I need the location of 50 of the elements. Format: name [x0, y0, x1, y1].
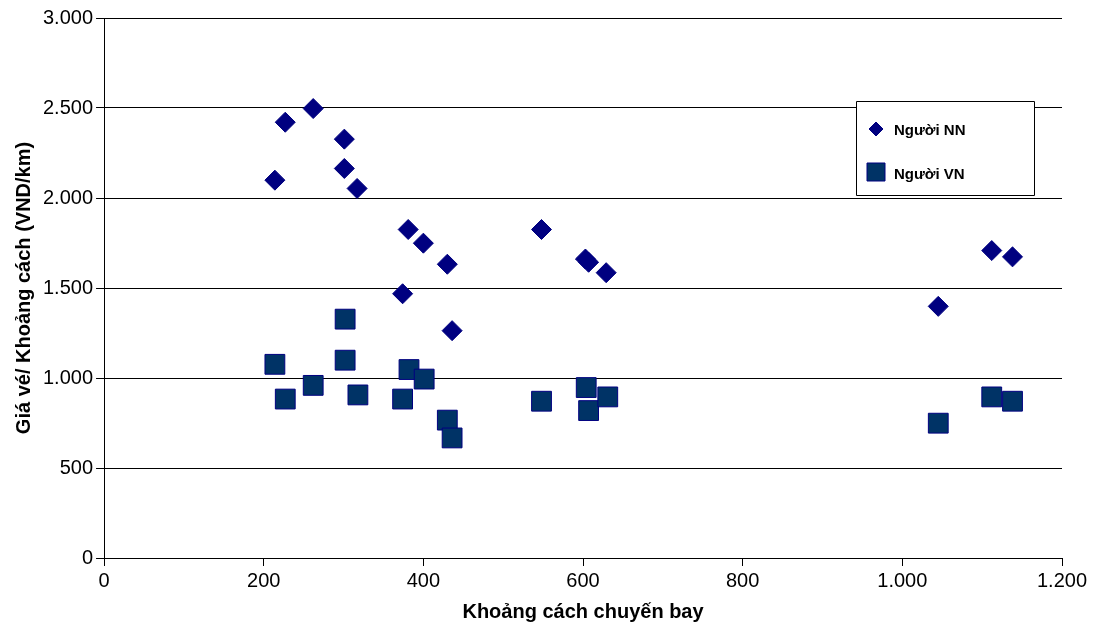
- legend-label: Người NN: [894, 121, 966, 139]
- point: [302, 98, 324, 120]
- point: [347, 384, 369, 406]
- point: [392, 283, 414, 305]
- point: [597, 386, 619, 408]
- point: [441, 320, 463, 342]
- x-axis-title: Khoảng cách chuyến bay: [462, 599, 705, 622]
- point: [334, 308, 356, 330]
- point: [274, 388, 296, 410]
- point: [302, 374, 324, 396]
- x-tick-label: 200: [247, 568, 281, 591]
- point: [531, 390, 552, 412]
- point: [264, 169, 286, 191]
- point: [578, 400, 600, 421]
- point: [436, 253, 458, 275]
- point: [531, 219, 553, 240]
- y-tick-label: 0: [81, 545, 94, 568]
- point: [333, 128, 355, 150]
- point: [575, 377, 597, 398]
- point: [927, 295, 949, 317]
- y-tick-label: 500: [59, 455, 94, 478]
- point: [1002, 246, 1024, 268]
- point: [397, 219, 419, 240]
- point: [274, 111, 296, 133]
- x-tick-label: 1.000: [877, 568, 928, 591]
- point: [412, 232, 434, 254]
- legend-label: Người VN: [894, 165, 965, 183]
- point: [413, 368, 435, 390]
- point: [264, 353, 286, 375]
- point: [981, 386, 1003, 408]
- y-tick-label: 1.500: [42, 275, 94, 298]
- y-tick-label: 3.000: [42, 5, 94, 28]
- point: [595, 262, 617, 284]
- point: [981, 240, 1003, 262]
- x-tick-label: 600: [566, 568, 600, 591]
- point: [392, 388, 414, 410]
- point: [1002, 390, 1023, 412]
- point: [334, 349, 356, 371]
- y-tick-label: 2.500: [42, 95, 94, 118]
- y-tick-label: 2.000: [42, 185, 94, 208]
- y-axis-title: Giá vé/ Khoảng cách (VND/km): [11, 141, 34, 435]
- point: [441, 427, 463, 449]
- point: [346, 177, 368, 199]
- x-tick-label: 1.200: [1036, 568, 1088, 591]
- x-tick-label: 800: [726, 568, 760, 591]
- point: [927, 412, 949, 434]
- x-tick-label: 400: [406, 568, 441, 591]
- point: [333, 157, 355, 179]
- x-tick-label: 0: [98, 568, 110, 591]
- y-tick-label: 1.000: [42, 365, 94, 388]
